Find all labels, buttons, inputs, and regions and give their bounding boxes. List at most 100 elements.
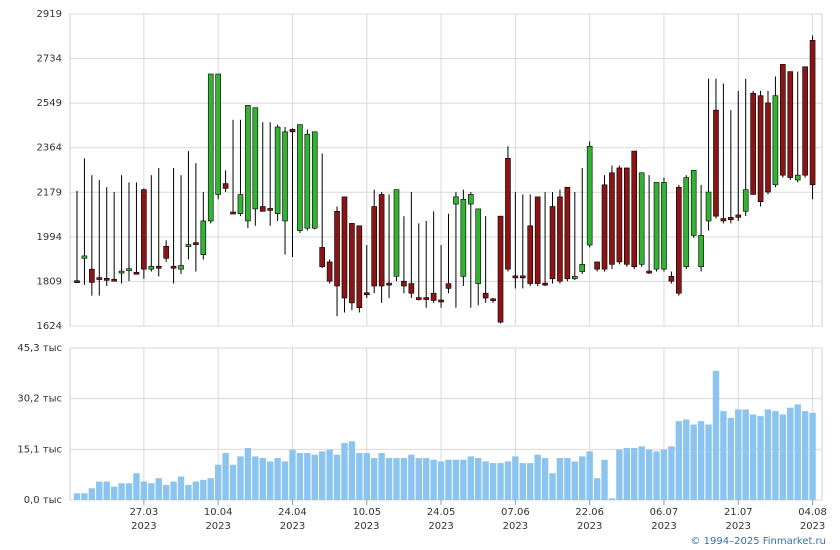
volume-bar [103,481,110,500]
volume-bar [556,458,564,500]
volume-bar [333,454,341,500]
volume-bar [608,498,616,500]
volume-bar [616,449,623,500]
candle-body [519,275,526,279]
candle-body [542,282,548,286]
volume-bar [341,442,348,500]
x-tick-year: 2023 [651,521,676,532]
candle-body [423,297,430,300]
volume-bar [475,458,482,500]
candle-body [356,225,363,308]
volume-bar [742,409,749,500]
candle-body [661,182,667,270]
candle-body [668,276,675,282]
volume-bar [586,451,593,500]
x-tick-label: 04.08 [798,507,827,518]
volume-bar [504,461,512,500]
candle-body [646,270,652,274]
y-tick-label: 2919 [37,9,62,20]
candle-body [713,109,719,217]
volume-bar [541,458,549,500]
volume-bar [683,419,690,500]
volume-bar [170,481,177,500]
volume-bar [214,464,222,500]
candle-body [96,277,103,280]
candle-body [363,292,370,296]
volume-bar [772,411,779,500]
candle-body [787,71,794,178]
y-tick-label: 1624 [37,321,62,332]
candle-body [326,261,333,282]
candle-body [185,244,192,247]
volume-bar [705,424,712,500]
x-tick-year: 2023 [800,521,825,532]
x-tick-year: 2023 [503,521,528,532]
y-tick-label: 15,1 тыс [17,444,62,455]
candle-body [178,265,184,270]
candle-body [475,208,482,284]
volume-bar [623,447,631,500]
x-tick-label: 27.03 [130,507,159,518]
volume-bar [757,416,764,500]
x-tick-label: 06.07 [650,507,679,518]
candle-body [170,265,177,269]
volume-bar [452,459,460,500]
volume-bar [720,411,727,500]
volume-bar [88,488,96,500]
candle-body [497,215,504,323]
volume-bar [794,404,801,500]
volume-bar [252,456,259,500]
candle-body [772,95,779,186]
candle-body [349,223,355,304]
volume-bar [809,412,816,500]
volume-bar [668,446,675,500]
y-tick-label: 30,2 тыс [17,394,62,405]
candle-body [453,196,459,205]
candle-body [252,107,259,210]
candle-body [490,298,496,302]
candle-body [720,218,727,222]
candle-body [393,189,400,277]
candle-body [780,64,786,176]
volume-bar [371,458,378,500]
candle-body [163,245,169,259]
x-tick-label: 24.04 [278,507,307,518]
x-tick-label: 22.06 [575,507,604,518]
candle-body [430,292,437,301]
volume-bar [244,447,252,500]
candle-body [289,129,296,133]
volume-bar [363,453,370,500]
volume-bar [118,483,125,500]
volume-bar [207,478,214,500]
volume-bar [192,481,200,500]
volume-bar [155,478,162,500]
candle-body [638,172,645,265]
y-tick-label: 1994 [37,232,62,243]
candle-body [408,283,415,294]
volume-bar [408,454,415,500]
candle-body [572,276,578,280]
candle-body [89,268,95,283]
volume-bar [274,458,281,500]
candle-body [705,191,712,222]
candle-body [683,177,690,268]
volume-bar [289,449,296,500]
candle-body [505,158,511,270]
candle-body [586,145,593,246]
volume-bar [564,458,571,500]
candle-body [690,170,697,236]
x-tick-label: 24.05 [427,507,456,518]
volume-bar [326,449,333,500]
volume-bar [400,458,408,500]
candle-body [765,102,771,193]
x-tick-year: 2023 [428,521,453,532]
volume-bar [675,421,683,500]
volume-bar [787,407,794,500]
candle-body [193,242,199,245]
candle-body [512,275,519,279]
volume-bar [660,449,668,500]
candle-body [245,105,251,222]
candle-body [297,124,303,231]
volume-bar [467,456,474,500]
volume-bar [512,456,519,500]
